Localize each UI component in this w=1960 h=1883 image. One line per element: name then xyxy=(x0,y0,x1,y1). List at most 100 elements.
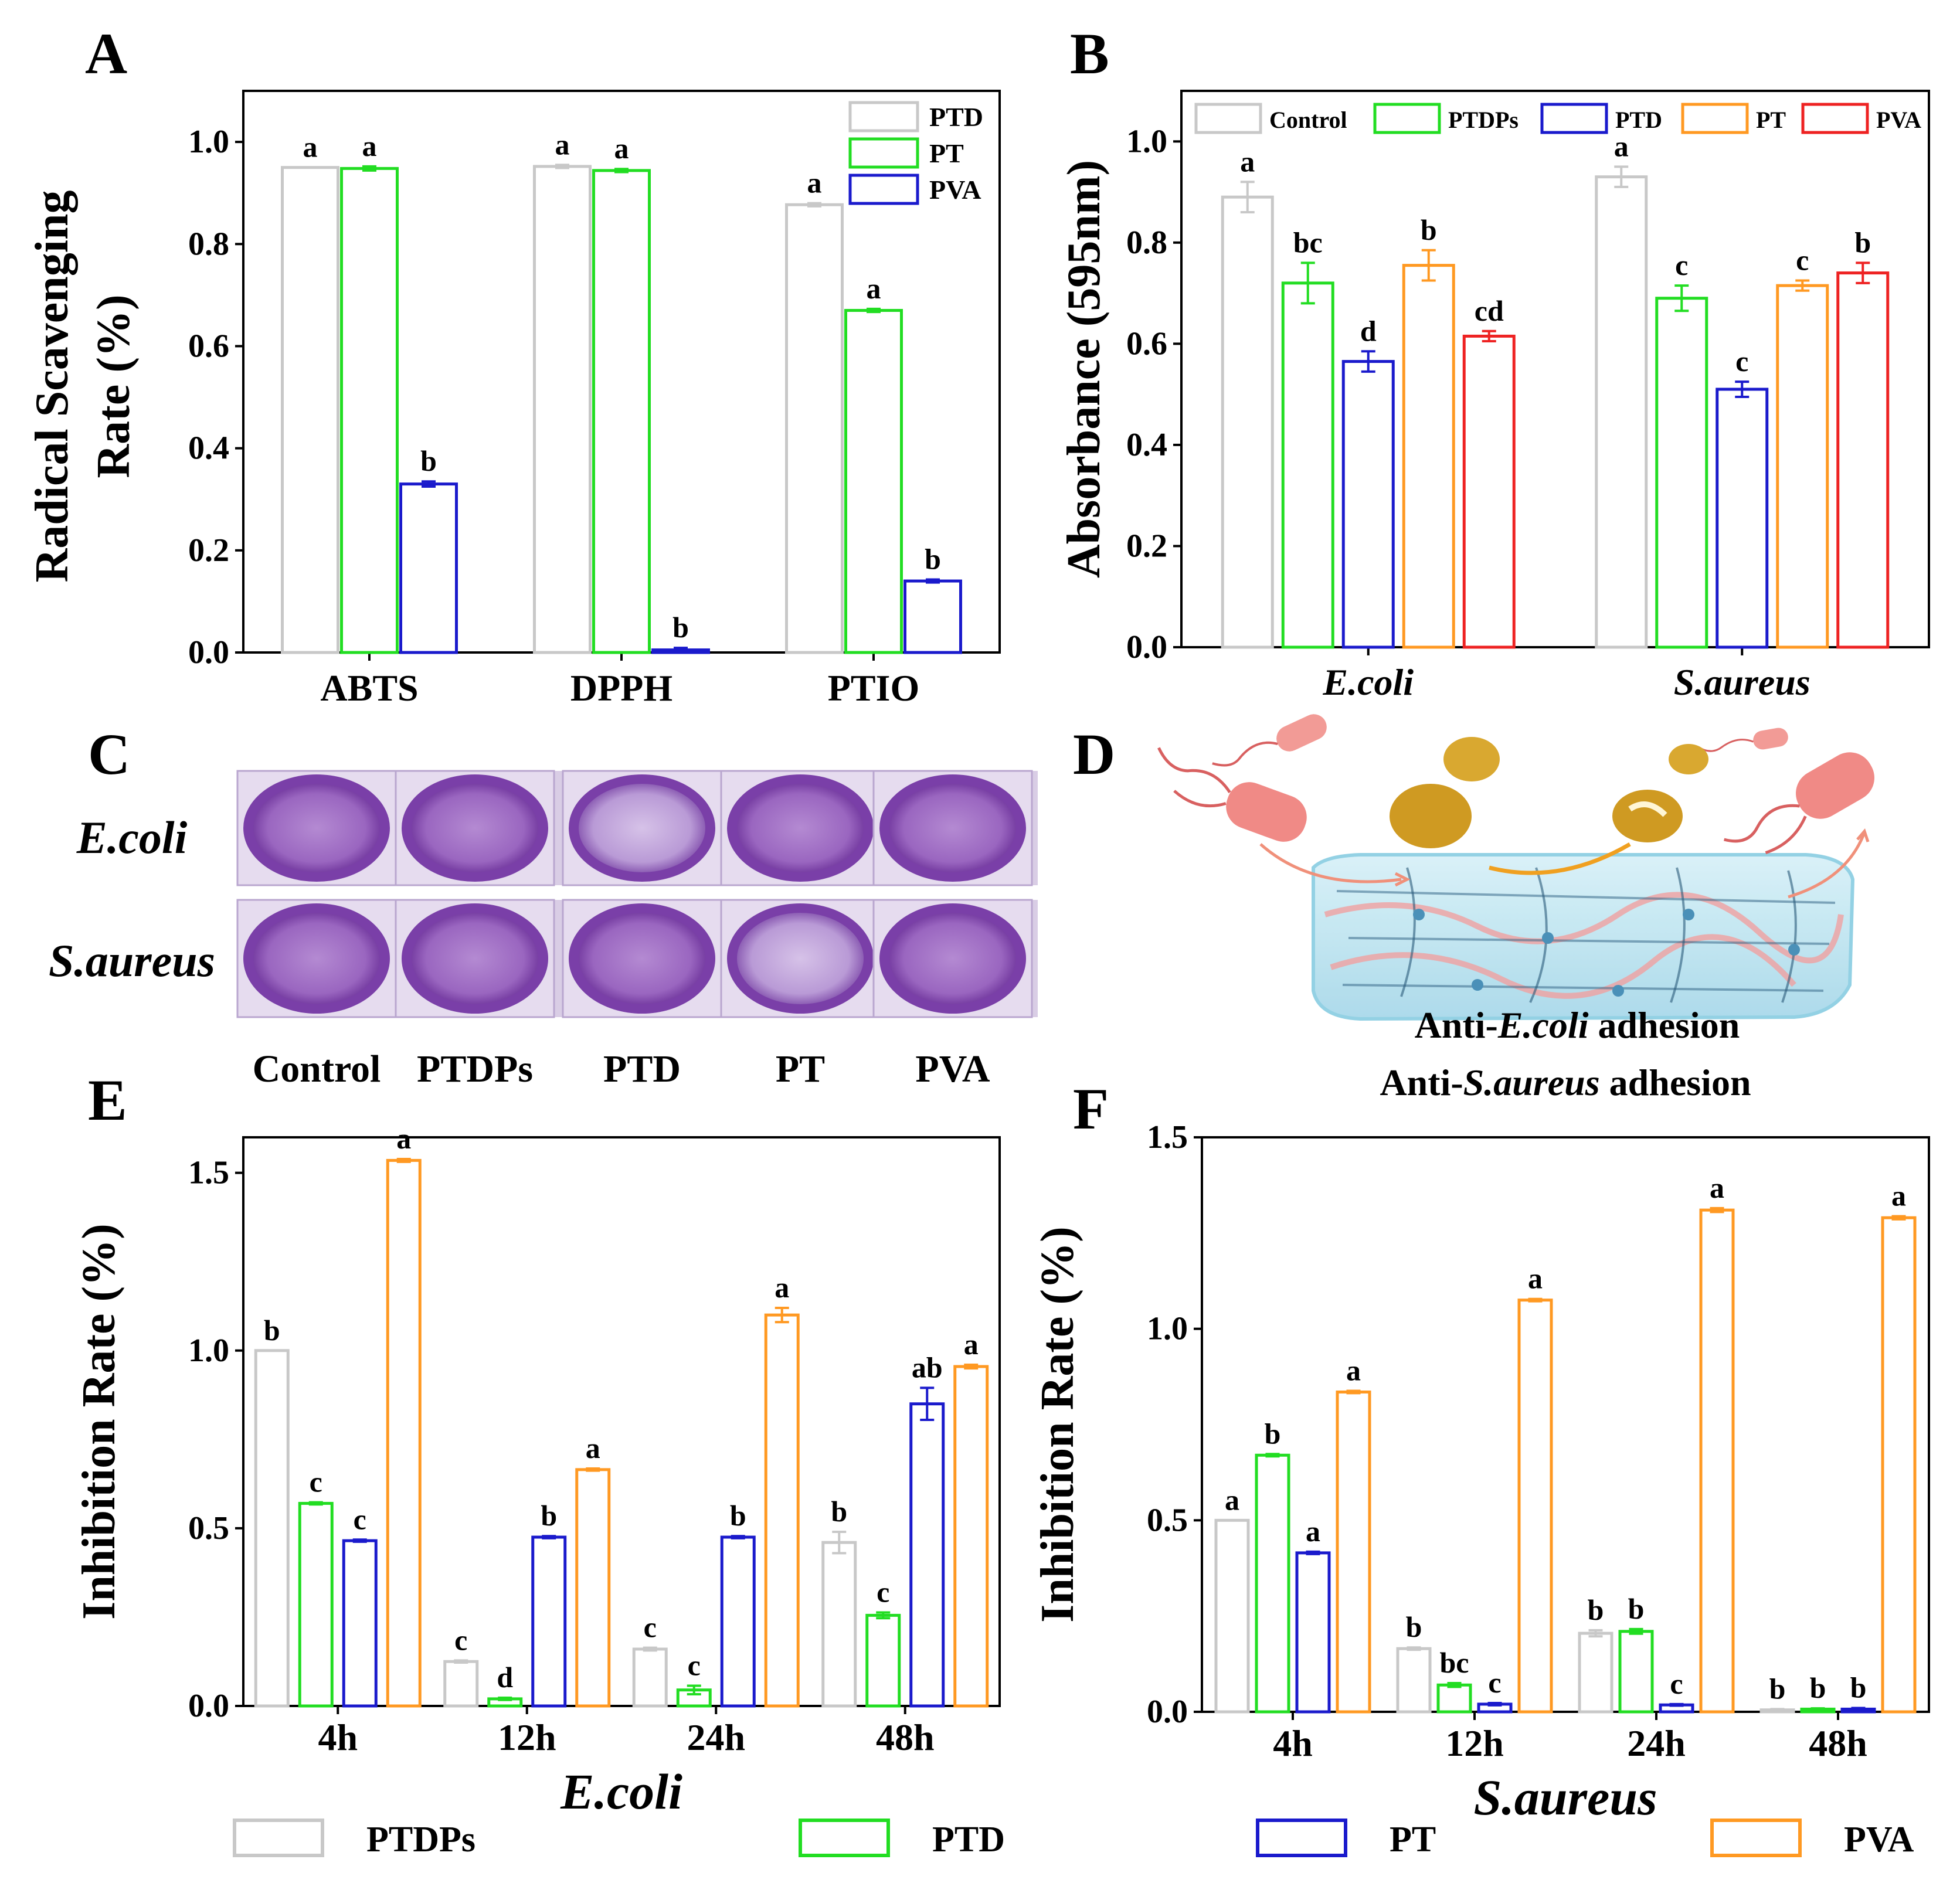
significance-letter: bc xyxy=(1440,1646,1469,1679)
bar-ptd-dpph xyxy=(533,165,592,654)
legend-swatch-pt xyxy=(1681,103,1749,134)
significance-letter: c xyxy=(354,1503,366,1535)
significance-letter: b xyxy=(831,1495,847,1528)
bar-pva-4h xyxy=(386,1158,422,1708)
significance-letter: c xyxy=(877,1576,889,1609)
bar-ptd-24h xyxy=(1618,1630,1654,1714)
y-tick-label: 0.2 xyxy=(188,532,229,569)
bar-pt-4h xyxy=(342,1539,378,1708)
biofilm-well xyxy=(737,913,864,1004)
category-label: S.aureus xyxy=(1674,661,1810,703)
bar-ptd-4h xyxy=(1255,1453,1290,1714)
significance-letter: bc xyxy=(1293,226,1323,259)
bar-pva-12h xyxy=(575,1468,611,1708)
significance-letter: c xyxy=(454,1623,467,1656)
bar-pva-48h xyxy=(953,1365,989,1708)
category-label: 12h xyxy=(498,1717,556,1758)
biofilm-well xyxy=(253,913,380,1004)
y-tick-label: 1.0 xyxy=(188,124,229,160)
significance-letter: b xyxy=(1628,1592,1645,1625)
y-tick-label: 0.4 xyxy=(1126,427,1167,463)
legend-swatch-ptdps xyxy=(1373,103,1441,134)
significance-letter: c xyxy=(1796,244,1809,277)
bar-pva-4h xyxy=(1336,1390,1371,1714)
significance-letter: d xyxy=(497,1661,513,1694)
bar-pt-12h xyxy=(531,1535,567,1708)
significance-letter: a xyxy=(586,1432,600,1464)
significance-letter: a xyxy=(1710,1171,1724,1204)
significance-letter: a xyxy=(1225,1483,1239,1516)
bar-pva-24h xyxy=(1699,1208,1735,1714)
category-label: 4h xyxy=(1273,1722,1313,1764)
category-label: 24h xyxy=(1627,1722,1686,1764)
bar-pt-4h xyxy=(1295,1551,1331,1714)
significance-letter: b xyxy=(1265,1417,1281,1450)
significance-letter: a xyxy=(396,1122,411,1155)
category-label: PTIO xyxy=(828,667,919,709)
category-label: 24h xyxy=(687,1717,745,1758)
bar-control-saureus xyxy=(1595,175,1648,649)
y-tick-label: 0.5 xyxy=(188,1510,229,1546)
significance-letter: c xyxy=(688,1649,701,1681)
bottom-legend-swatch-ptd xyxy=(799,1819,890,1857)
significance-letter: c xyxy=(1675,249,1688,281)
col-label-control: Control xyxy=(253,1048,381,1090)
x-axis-label: S.aureus xyxy=(1473,1769,1657,1826)
significance-letter: b xyxy=(730,1499,746,1532)
bottom-legend-label-ptd: PTD xyxy=(932,1820,1005,1860)
bottom-legend: PTDPs PTD PT PVA xyxy=(233,1819,1914,1860)
y-tick-label: 0.8 xyxy=(1126,225,1167,261)
bottom-legend-label-ptdps: PTDPs xyxy=(366,1820,475,1860)
significance-letter: a xyxy=(807,166,822,199)
col-label-pt: PT xyxy=(776,1048,825,1090)
significance-letter: a xyxy=(1614,130,1629,162)
bar-ptdps-4h xyxy=(254,1349,290,1708)
bar-ptd-12h xyxy=(1436,1683,1472,1714)
biofilm-well xyxy=(253,784,380,872)
plot-frame xyxy=(1201,1136,1930,1713)
significance-letter: c xyxy=(644,1611,657,1644)
significance-letter: a xyxy=(1346,1354,1361,1387)
y-tick-label: 0.0 xyxy=(188,634,229,671)
bar-pt-abts xyxy=(340,166,399,654)
y-axis-label: Radical Scavenging xyxy=(26,191,78,583)
bar-ptd-4h xyxy=(298,1501,334,1708)
biofilm-well xyxy=(579,784,705,872)
bar-ptdps-24h xyxy=(1578,1632,1613,1714)
legend-swatch-pva xyxy=(1801,103,1869,134)
bar-pva-ecoli xyxy=(1462,334,1516,649)
legend-swatch-control xyxy=(1194,103,1262,134)
bar-pt-48h xyxy=(909,1402,945,1708)
biofilm-well xyxy=(889,784,1016,872)
caption-anti-ecoli: Anti-E.coli adhesion xyxy=(1415,1004,1740,1046)
hydrogel-block-illustration xyxy=(1312,853,1855,1021)
bar-ptdps-4h xyxy=(1214,1518,1250,1714)
y-tick-label: 0.5 xyxy=(1147,1502,1188,1538)
category-label: DPPH xyxy=(570,667,672,709)
bar-pva-ptio xyxy=(903,579,962,654)
bar-ptdps-saureus xyxy=(1655,297,1708,649)
category-label: 12h xyxy=(1445,1722,1504,1764)
significance-letter: a xyxy=(614,132,629,165)
panel-c-biofilm-plates: E.coli S.aureus Control PTDPs PTD PT PVA xyxy=(49,770,1038,1090)
panel-label-f: F xyxy=(1073,1076,1109,1141)
plot-frame xyxy=(1180,90,1930,648)
y-tick-label: 0.8 xyxy=(188,226,229,262)
category-label: 48h xyxy=(1809,1722,1867,1764)
y-tick-label: 0.0 xyxy=(1126,629,1167,665)
significance-letter: c xyxy=(1488,1666,1501,1699)
y-tick-label: 0.0 xyxy=(1147,1694,1188,1730)
y-tick-label: 0.6 xyxy=(1126,325,1167,362)
legend-label-pva: PVA xyxy=(1876,107,1921,133)
y-tick-label: 0.2 xyxy=(1126,528,1167,564)
bar-pt-24h xyxy=(720,1535,756,1708)
legend-label-control: Control xyxy=(1269,107,1347,133)
bottom-legend-label-pva: PVA xyxy=(1844,1820,1914,1860)
bar-ptd-ecoli xyxy=(1341,360,1395,649)
biofilm-well xyxy=(579,913,705,1004)
legend-label-ptd: PTD xyxy=(929,102,983,132)
significance-letter: a xyxy=(1891,1180,1906,1212)
biofilm-well xyxy=(412,784,538,872)
